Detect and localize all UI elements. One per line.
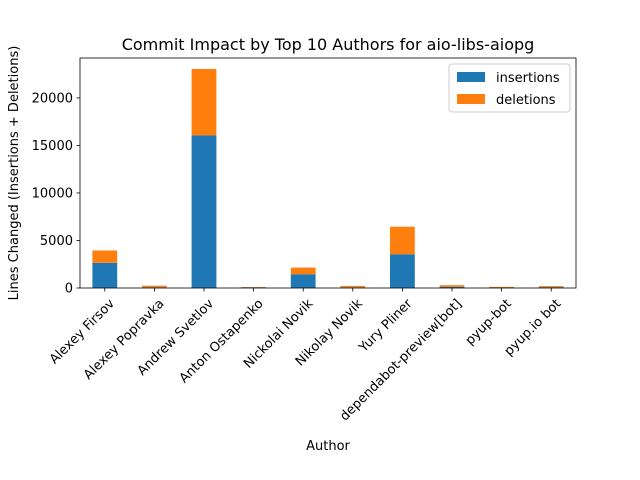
bar-insertions-6 [390, 254, 415, 288]
bar-insertions-9 [538, 287, 564, 288]
bar-deletions-6 [390, 226, 415, 255]
bar-insertions-4 [290, 274, 316, 288]
legend-label-deletions: deletions [496, 93, 556, 108]
y-tick-label: 5000 [40, 234, 73, 249]
y-tick-label: 15000 [32, 139, 73, 154]
bar-deletions-4 [290, 267, 316, 275]
y-tick-label: 10000 [32, 186, 73, 201]
bar-deletions-0 [92, 250, 118, 263]
bar-insertions-0 [92, 262, 118, 288]
bar-deletions-2 [191, 68, 217, 136]
bar-deletions-7 [439, 285, 465, 287]
chart-title: Commit Impact by Top 10 Authors for aio-… [122, 35, 535, 54]
legend-label-insertions: insertions [496, 71, 560, 86]
legend: insertions deletions [448, 63, 571, 113]
bar-deletions-1 [142, 285, 167, 288]
bars-layer [92, 68, 564, 288]
x-axis-label: Author [306, 439, 350, 454]
bar-deletions-5 [340, 285, 366, 288]
bar-deletions-8 [489, 286, 514, 288]
bar-insertions-7 [439, 286, 465, 288]
y-tick-label: 0 [65, 282, 73, 297]
y-tick-label: 20000 [32, 91, 73, 106]
y-axis: 0 5000 10000 15000 20000 [32, 91, 80, 297]
legend-swatch-insertions [457, 72, 485, 82]
bar-deletions-9 [538, 286, 564, 288]
y-axis-label: Lines Changed (Insertions + Deletions) [7, 46, 22, 301]
plot-frame [79, 57, 577, 289]
legend-swatch-deletions [457, 94, 485, 104]
bar-insertions-2 [191, 135, 217, 288]
